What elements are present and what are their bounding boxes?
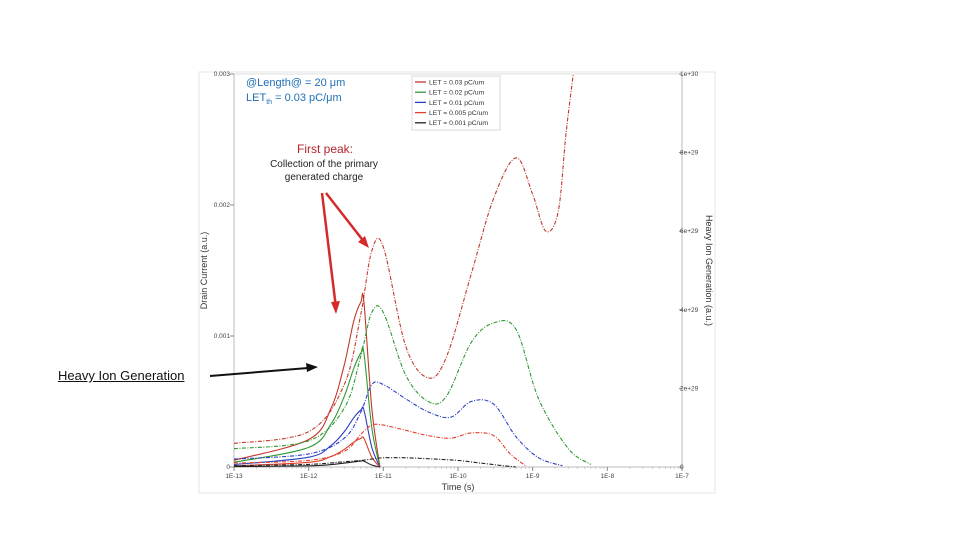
legend-entry: LET = 0.03 pC/um: [429, 79, 485, 86]
generation-series-4: [233, 460, 381, 468]
legend-entry: LET = 0.001 pC/um: [429, 120, 488, 127]
y-tick-label: 0.002: [214, 202, 231, 209]
current-series-4: [233, 457, 517, 468]
y2-tick-label: 6e+29: [680, 228, 699, 235]
plot-area: 1E-13 1E-12 1E-11 1E-10 1E-9 1E-8 1E-7 0 0.001 0.…: [199, 71, 714, 492]
legend-entry: LET = 0.01 pC/um: [429, 100, 485, 107]
length-annotation: @Length@ = 20 μm: [246, 77, 346, 89]
x-tick-label: 1E-9: [526, 473, 540, 480]
let-value: = 0.03 pC/μm: [272, 92, 342, 104]
y2-tick-label: 2e+29: [680, 385, 699, 392]
arrowhead-generation: [306, 363, 318, 372]
x-tick-label: 1E-10: [449, 473, 467, 480]
y2-tick-label: 1e+30: [680, 71, 699, 78]
legend-box: [411, 75, 501, 131]
let-threshold-annotation: LETth = 0.03 pC/μm: [246, 91, 342, 110]
arrowhead-peak-current: [331, 301, 340, 314]
x-tick-label: 1E-11: [375, 473, 392, 480]
y2-axis-title: Heavy Ion Generation (a.u.): [704, 215, 714, 326]
current-series-3: [233, 423, 526, 467]
generation-series-1: [233, 346, 381, 468]
y-tick-label: 0: [226, 464, 230, 471]
y2-tick-label: 0: [680, 464, 684, 471]
generation-series-2: [233, 406, 381, 468]
y-tick-label: 0.001: [214, 333, 231, 340]
first-peak-desc-line-2: generated charge: [284, 172, 364, 183]
first-peak-desc-line-1: Collection of the primary: [270, 159, 378, 170]
arrow-to-peak-current: [320, 192, 338, 309]
first-peak-description: Collection of the primary generated char…: [256, 158, 392, 184]
legend: LET = 0.03 pC/um LET = 0.02 pC/um LET = 0.…: [411, 75, 501, 131]
legend-entry: LET = 0.02 pC/um: [429, 90, 485, 97]
current-series-0: [233, 73, 574, 444]
legend-entry: LET = 0.005 pC/um: [429, 110, 488, 117]
arrowhead-peak-second: [358, 236, 369, 248]
let-subscript: th: [266, 99, 273, 107]
heavy-ion-generation-label: Heavy Ion Generation: [58, 368, 185, 383]
y-axis-title: Drain Current (a.u.): [199, 232, 209, 310]
arrow-to-peak-second: [325, 192, 366, 244]
current-series-2: [233, 381, 563, 467]
arrow-to-generation: [209, 367, 309, 377]
y-tick-label: 0.003: [214, 71, 231, 78]
chart-frame: [198, 71, 716, 494]
generation-series-3: [233, 436, 381, 468]
current-series-1: [233, 305, 592, 465]
x-tick-label: 1E-12: [300, 473, 318, 480]
x-tick-label: 1E-7: [675, 473, 689, 480]
let-prefix: LET: [246, 92, 267, 104]
generation-series-0: [233, 292, 381, 468]
y2-tick-label: 8e+29: [680, 150, 699, 157]
first-peak-arrows: [320, 192, 369, 314]
x-tick-label: 1E-8: [600, 473, 614, 480]
x-tick-label: 1E-13: [225, 473, 243, 480]
heavy-ion-arrow: [209, 363, 318, 377]
y2-tick-label: 4e+29: [680, 307, 699, 314]
x-axis-title: Time (s): [442, 482, 475, 492]
first-peak-title: First peak:: [296, 142, 353, 156]
